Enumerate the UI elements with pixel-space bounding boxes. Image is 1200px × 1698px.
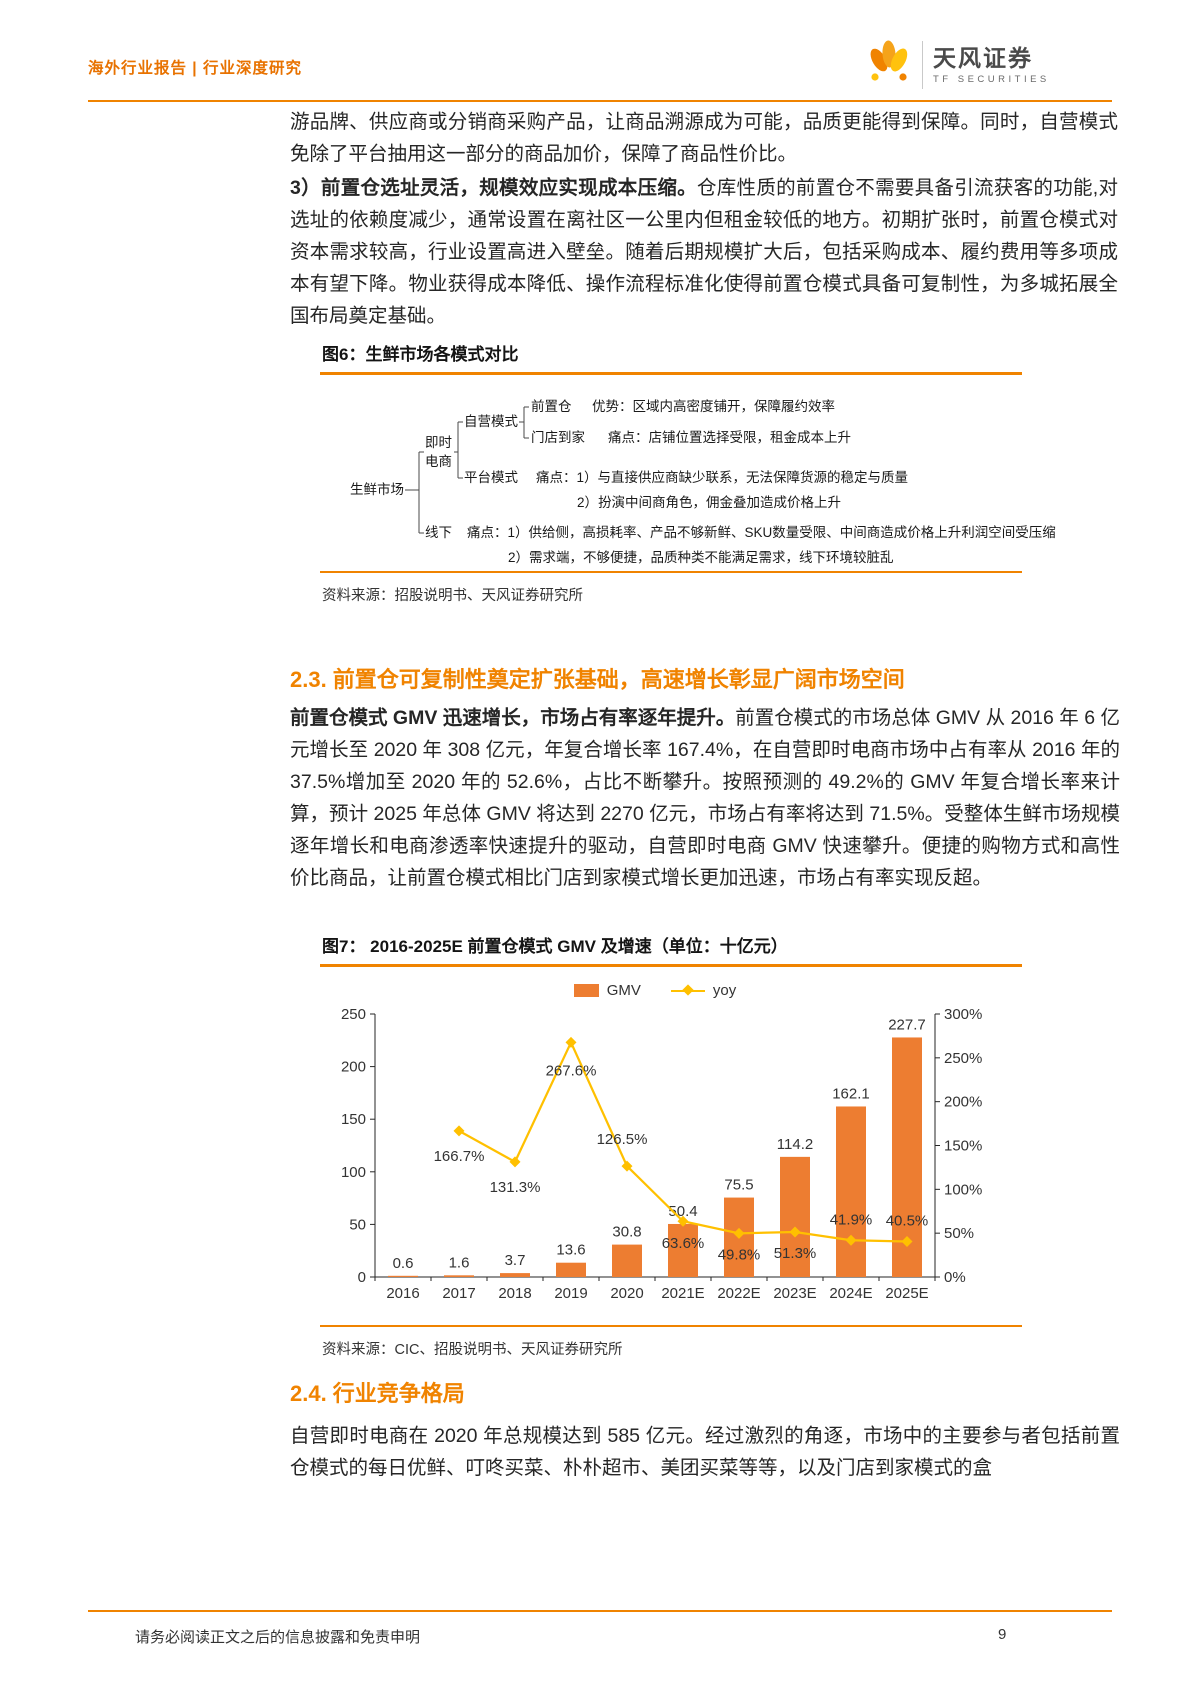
svg-text:0%: 0% [944, 1269, 966, 1286]
svg-text:200: 200 [341, 1059, 366, 1076]
node-store-to-home-desc: 痛点：店铺位置选择受限，租金成本上升 [608, 430, 851, 445]
svg-text:114.2: 114.2 [777, 1136, 813, 1153]
tree-lines-svg [405, 406, 529, 534]
svg-text:250: 250 [341, 1006, 366, 1023]
gmv-bar-swatch-icon [573, 984, 599, 997]
node-platform-desc-1: 痛点：1）与直接供应商缺少联系，无法保障货源的稳定与质量 [536, 470, 909, 485]
svg-text:50.4: 50.4 [668, 1203, 697, 1220]
node-platform-desc-2: 2）扮演中间商角色，佣金叠加造成价格上升 [577, 495, 842, 510]
svg-text:41.9%: 41.9% [830, 1211, 873, 1228]
node-offline-desc-2: 2）需求端，不够便捷，品质种类不能满足需求，线下环境较脏乱 [508, 550, 894, 565]
svg-text:2018: 2018 [498, 1285, 531, 1302]
paragraph-point-3-lead: 3）前置仓选址灵活，规模效应实现成本压缩。 [290, 177, 697, 199]
svg-text:2017: 2017 [442, 1285, 475, 1302]
figure-7: 图7： 2016-2025E 前置仓模式 GMV 及增速（单位：十亿元） GMV… [320, 932, 1022, 1359]
node-instant-ecommerce: 即时电商 [425, 435, 452, 469]
svg-text:49.8%: 49.8% [718, 1246, 761, 1263]
paragraph-gmv-growth-lead: 前置仓模式 GMV 迅速增长，市场占有率逐年提升。 [290, 707, 736, 729]
svg-text:2020: 2020 [610, 1285, 643, 1302]
svg-text:300%: 300% [944, 1006, 982, 1023]
paragraph-continuation-text: 游品牌、供应商或分销商采购产品，让商品溯源成为可能，品质更能得到保障。同时，自营… [290, 111, 1118, 165]
footer-disclaimer: 请务必阅读正文之后的信息披露和免责申明 [135, 1629, 421, 1646]
legend-label-yoy: yoy [712, 982, 737, 999]
section-heading-2-4: 2.4. 行业竞争格局 [290, 1381, 465, 1406]
svg-text:200%: 200% [944, 1094, 982, 1111]
logo-divider [922, 40, 923, 89]
section-heading-2-3: 2.3. 前置仓可复制性奠定扩张基础，高速增长彰显广阔市场空间 [290, 667, 905, 692]
paragraph-competition-text: 自营即时电商在 2020 年总规模达到 585 亿元。经过激烈的角逐，市场中的主… [290, 1425, 1120, 1479]
header-report-type: 海外行业报告 | 行业深度研究 [88, 60, 302, 77]
gmv-chart-svg: 0 50 100 150 200 250 0% 50% 100% 150% 200% 250% 300%… [341, 1006, 982, 1302]
svg-text:2024E: 2024E [829, 1285, 872, 1302]
paragraph-competition: 自营即时电商在 2020 年总规模达到 585 亿元。经过激烈的角逐，市场中的主… [290, 1420, 1120, 1484]
svg-text:13.6: 13.6 [556, 1242, 585, 1259]
figure-6-source: 资料来源：招股说明书、天风证券研究所 [322, 588, 583, 604]
svg-text:162.1: 162.1 [832, 1085, 870, 1102]
node-front-warehouse: 前置仓 [531, 399, 572, 414]
legend-label-gmv: GMV [606, 982, 641, 999]
svg-text:0.6: 0.6 [393, 1255, 414, 1272]
figure-7-chart: GMV yoy 0 50 100 150 200 250 0% 50% 100% 150% 200%… [320, 982, 1022, 1327]
legend-item-yoy: yoy [670, 982, 737, 999]
paragraph-point-3-body: 仓库性质的前置仓不需要具备引流获客的功能,对选址的依赖度减少，通常设置在离社区一… [290, 177, 1118, 327]
paragraph-continuation: 游品牌、供应商或分销商采购产品，让商品溯源成为可能，品质更能得到保障。同时，自营… [290, 106, 1118, 170]
brand-text: 天风证券 TF SECURITIES [933, 45, 1050, 85]
node-platform-mode: 平台模式 [464, 470, 518, 485]
paragraph-gmv-growth-body: 前置仓模式的市场总体 GMV 从 2016 年 6 亿元增长至 2020 年 3… [290, 707, 1120, 889]
figure-6-diagram: 生鲜市场 即时电商 自营模式 前置仓 优势：区域内高密度铺开，保障履约效率 门店… [320, 375, 1056, 573]
chart-legend: GMV yoy [375, 982, 935, 999]
svg-text:2016: 2016 [386, 1285, 419, 1302]
svg-text:126.5%: 126.5% [597, 1131, 648, 1148]
footer-page-number: 9 [998, 1626, 1007, 1643]
node-front-warehouse-desc: 优势：区域内高密度铺开，保障履约效率 [592, 399, 835, 414]
svg-text:2022E: 2022E [717, 1285, 760, 1302]
node-offline-desc-1: 痛点：1）供给侧，高损耗率、产品不够新鲜、SKU数量受限、中间商造成价格上升利润… [467, 525, 1056, 540]
figure-6: 图6：生鲜市场各模式对比 生鲜市场 即时电商 自营模式 前置仓 优势：区域内高密… [320, 340, 1056, 605]
figure-7-caption: 图7： 2016-2025E 前置仓模式 GMV 及增速（单位：十亿元） [320, 932, 1022, 967]
svg-text:63.6%: 63.6% [662, 1235, 705, 1252]
svg-text:250%: 250% [944, 1050, 982, 1067]
figure-6-caption: 图6：生鲜市场各模式对比 [320, 340, 1022, 375]
tf-flower-icon [866, 36, 912, 93]
node-store-to-home: 门店到家 [531, 430, 585, 445]
svg-text:100: 100 [341, 1164, 366, 1181]
tf-logo: 天风证券 TF SECURITIES [866, 36, 1050, 93]
svg-text:166.7%: 166.7% [434, 1148, 485, 1165]
paragraph-gmv-growth: 前置仓模式 GMV 迅速增长，市场占有率逐年提升。前置仓模式的市场总体 GMV … [290, 702, 1120, 894]
svg-text:50%: 50% [944, 1225, 974, 1242]
svg-text:150%: 150% [944, 1138, 982, 1155]
node-offline: 线下 [425, 525, 452, 540]
svg-text:75.5: 75.5 [724, 1177, 753, 1194]
svg-text:0: 0 [358, 1269, 366, 1286]
svg-text:40.5%: 40.5% [886, 1212, 929, 1229]
svg-text:2023E: 2023E [773, 1285, 816, 1302]
svg-text:267.6%: 267.6% [546, 1062, 597, 1079]
legend-item-gmv: GMV [573, 982, 641, 999]
svg-text:2019: 2019 [554, 1285, 587, 1302]
svg-text:30.8: 30.8 [612, 1224, 641, 1241]
svg-text:131.3%: 131.3% [490, 1179, 541, 1196]
paragraph-point-3: 3）前置仓选址灵活，规模效应实现成本压缩。仓库性质的前置仓不需要具备引流获客的功… [290, 172, 1118, 332]
svg-text:150: 150 [341, 1111, 366, 1128]
brand-subtitle: TF SECURITIES [933, 73, 1050, 85]
svg-text:3.7: 3.7 [505, 1252, 526, 1269]
svg-text:100%: 100% [944, 1181, 982, 1198]
svg-text:2025E: 2025E [885, 1285, 928, 1302]
node-self-operated-mode: 自营模式 [464, 414, 518, 429]
brand-name: 天风证券 [933, 44, 1033, 71]
node-fresh-market: 生鲜市场 [350, 482, 404, 497]
yoy-line-swatch-icon [670, 989, 705, 992]
svg-text:2021E: 2021E [661, 1285, 704, 1302]
svg-text:51.3%: 51.3% [774, 1245, 817, 1262]
figure-7-source: 资料来源：CIC、招股说明书、天风证券研究所 [322, 1342, 623, 1358]
svg-text:50: 50 [349, 1216, 366, 1233]
footer-divider [88, 1610, 1112, 1612]
header-divider [88, 100, 1112, 102]
svg-text:1.6: 1.6 [449, 1254, 470, 1271]
svg-text:227.7: 227.7 [888, 1016, 926, 1033]
